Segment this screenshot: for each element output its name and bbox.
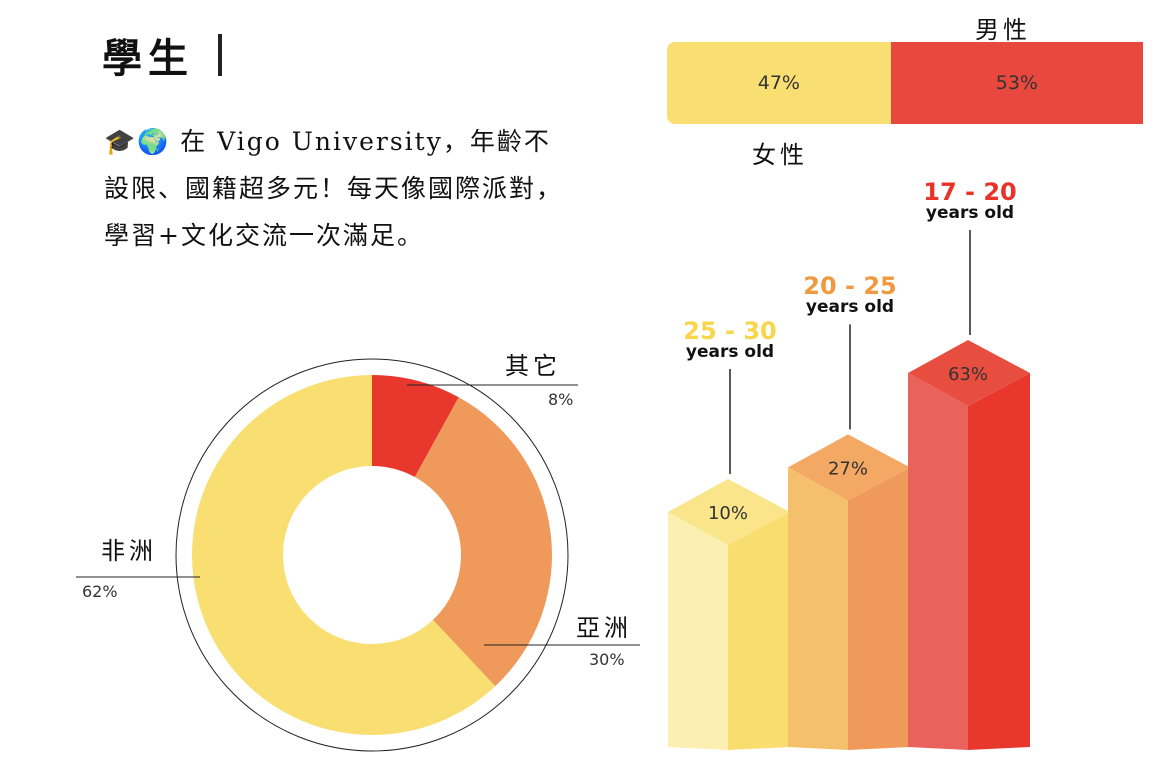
bar-front-face-2 <box>908 373 968 750</box>
donut-outer-ring <box>175 358 569 752</box>
donut-label-other: 其它 <box>505 352 561 380</box>
donut-slice-2 <box>191 375 496 735</box>
bar-value-label-1: 27% <box>828 458 868 479</box>
donut-label-asia: 亞洲 <box>576 614 632 642</box>
bar-side-face-0 <box>728 512 790 750</box>
bar-top-face-1 <box>788 434 910 501</box>
gender-segment-male: 53% <box>890 42 1143 124</box>
gender-bar: 47% 53% <box>667 42 1143 124</box>
donut-value-other: 8% <box>548 390 574 409</box>
age-range: 25 - 30 <box>683 317 777 345</box>
age-label-2: 17 - 20 years old <box>898 180 1042 222</box>
intro-text: 🎓🌍 在 Vigo University，年齡不設限、國籍超多元！每天像國際派對… <box>104 118 574 259</box>
gender-segment-female: 47% <box>667 42 891 124</box>
title-divider <box>218 34 222 76</box>
gender-value-male: 53% <box>995 72 1038 94</box>
age-unit: years old <box>805 297 895 318</box>
age-unit: years old <box>685 342 775 362</box>
age-unit: years old <box>925 203 1015 223</box>
bar-front-face-0 <box>668 512 728 750</box>
intro-body: 在 Vigo University，年齡不設限、國籍超多元！每天像國際派對，學習… <box>104 127 564 250</box>
gender-value-female: 47% <box>757 72 800 94</box>
graduation-cap-icon: 🎓 <box>104 127 138 156</box>
bar-front-face-1 <box>788 467 848 750</box>
bar-value-label-0: 10% <box>708 503 748 524</box>
bar-side-face-2 <box>968 373 1030 750</box>
bar-side-face-1 <box>848 467 910 750</box>
age-range: 17 - 20 <box>923 178 1017 206</box>
bar-value-label-2: 63% <box>948 364 988 385</box>
donut-slice-0 <box>372 375 459 478</box>
donut-value-asia: 30% <box>589 650 625 669</box>
donut-slice-1 <box>414 397 552 687</box>
bar-top-face-2 <box>908 340 1030 406</box>
bar-top-face-0 <box>668 479 790 545</box>
donut-value-africa: 62% <box>82 582 118 601</box>
gender-label-male: 男性 <box>975 16 1031 44</box>
age-label-0: 25 - 30 years old <box>658 319 802 361</box>
gender-label-female: 女性 <box>752 141 808 169</box>
globe-icon: 🌍 <box>137 127 171 156</box>
donut-label-africa: 非洲 <box>101 537 157 565</box>
age-label-1: 20 - 25 years old <box>778 274 922 316</box>
page-title: 學生 <box>102 35 194 82</box>
age-range: 20 - 25 <box>803 272 897 301</box>
